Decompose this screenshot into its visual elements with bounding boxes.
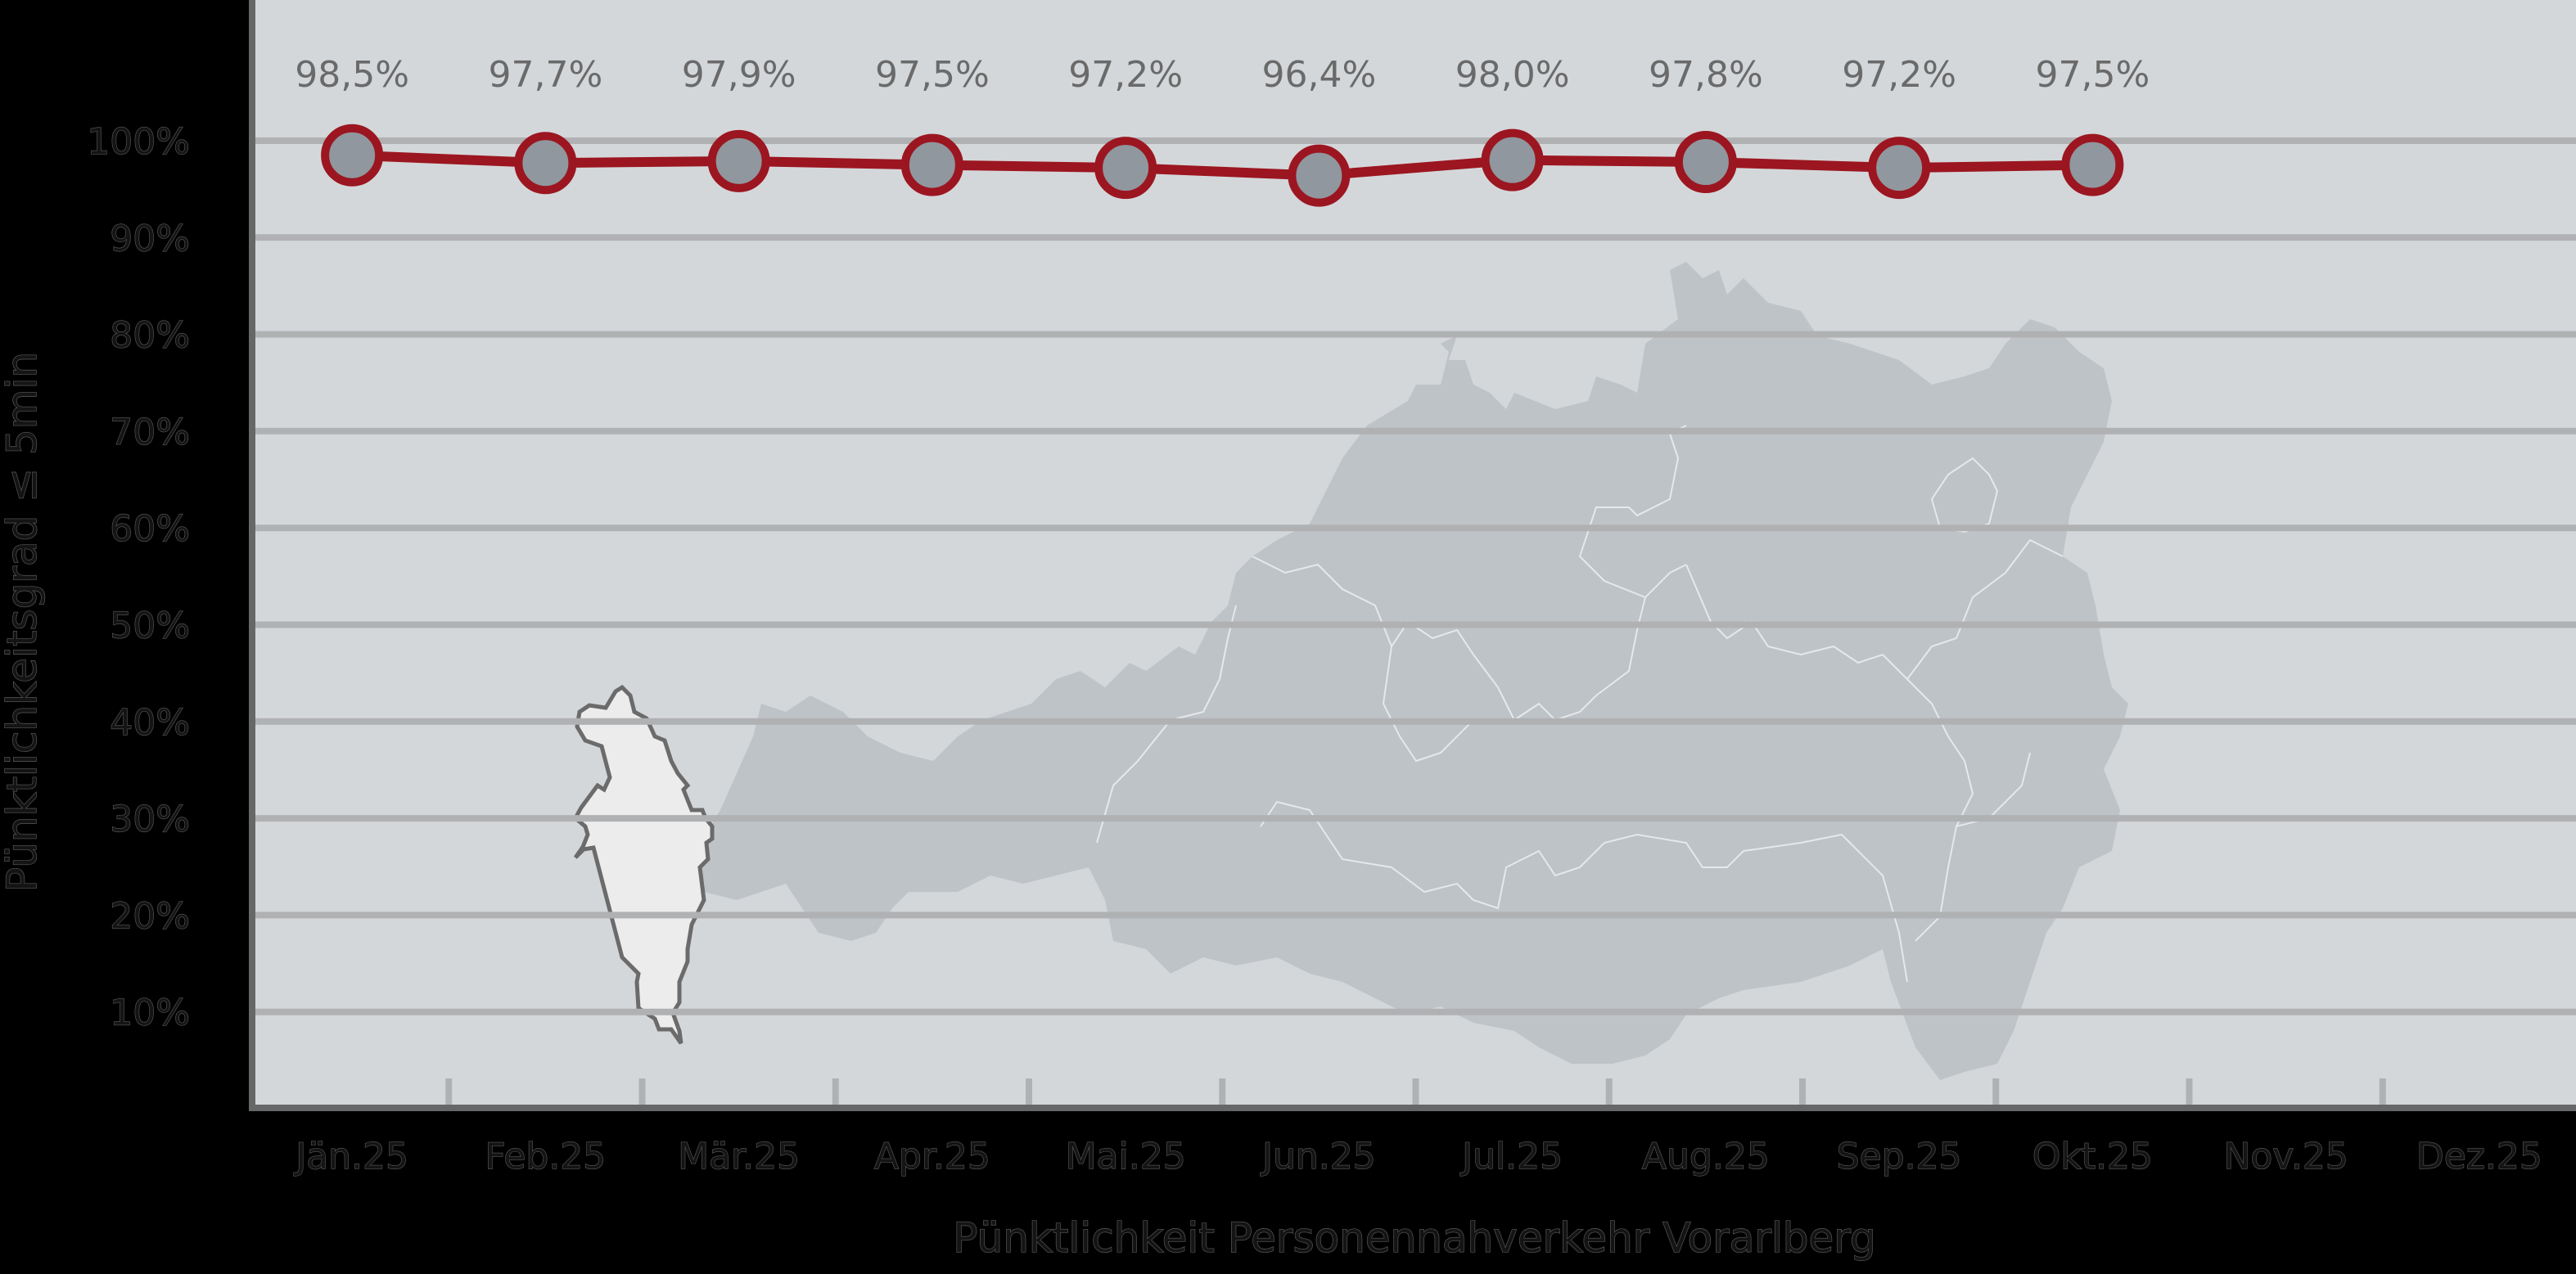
data-label: 97,7% bbox=[488, 54, 602, 96]
data-point-marker bbox=[1094, 137, 1157, 200]
x-tick-label: Dez.25 bbox=[2416, 1136, 2542, 1177]
austria-map bbox=[572, 262, 2128, 1080]
y-tick-label: 80% bbox=[110, 315, 190, 357]
data-point-marker bbox=[707, 129, 770, 192]
y-tick-label: 90% bbox=[110, 218, 190, 259]
x-tick-label: Apr.25 bbox=[874, 1136, 990, 1177]
vorarlberg-highlight bbox=[572, 684, 715, 1045]
y-tick-label: 50% bbox=[110, 605, 190, 647]
series-punctuality bbox=[321, 124, 2124, 207]
x-axis-ticks bbox=[445, 1078, 2386, 1105]
x-tick-label: Okt.25 bbox=[2032, 1136, 2153, 1177]
data-label: 97,2% bbox=[1068, 54, 1183, 96]
x-tick-label: Mai.25 bbox=[1066, 1136, 1186, 1177]
data-label: 97,5% bbox=[875, 54, 990, 96]
data-label: 97,5% bbox=[2035, 54, 2150, 96]
x-tick-label: Feb.25 bbox=[485, 1136, 606, 1177]
data-point-marker bbox=[1868, 137, 1931, 200]
data-point-marker bbox=[900, 133, 963, 196]
data-point-marker bbox=[2061, 133, 2124, 196]
x-tick-label: Jän.25 bbox=[293, 1136, 408, 1177]
state-borders bbox=[1096, 425, 2064, 983]
data-label: 98,0% bbox=[1455, 54, 1570, 96]
data-label: 96,4% bbox=[1261, 54, 1376, 96]
data-point-marker bbox=[321, 124, 384, 187]
data-label: 97,9% bbox=[682, 54, 796, 96]
x-axis-tick-labels: Jän.25 Feb.25 Mär.25 Apr.25 Mai.25 Jun.25 Jul.… bbox=[293, 1135, 2543, 1177]
y-tick-label: 70% bbox=[110, 412, 190, 453]
data-label: 98,5% bbox=[295, 54, 409, 96]
y-tick-label: 20% bbox=[110, 895, 190, 937]
data-label: 97,8% bbox=[1649, 54, 1763, 96]
x-tick-label: Jul.25 bbox=[1459, 1136, 1563, 1177]
x-tick-label: Jun.25 bbox=[1260, 1136, 1376, 1177]
y-tick-label: 60% bbox=[110, 508, 190, 550]
data-point-marker bbox=[1674, 131, 1737, 194]
austria-shape bbox=[696, 262, 2128, 1080]
x-tick-label: Mär.25 bbox=[678, 1136, 800, 1177]
series-line bbox=[351, 150, 2093, 181]
gridlines bbox=[255, 137, 2576, 1015]
x-axis-title: Pünktlichkeit Personennahverkehr Vorarlb… bbox=[953, 1214, 1875, 1262]
y-tick-label: 100% bbox=[87, 121, 190, 163]
y-tick-label: 40% bbox=[110, 702, 190, 744]
y-axis-tick-labels: 10% 20% 30% 40% 50% 60% 70% 80% 90% 100% bbox=[87, 120, 191, 1034]
data-point-marker bbox=[514, 132, 577, 195]
x-tick-label: Nov.25 bbox=[2223, 1136, 2348, 1177]
data-point-marker bbox=[1288, 144, 1351, 207]
x-axis-line bbox=[249, 1105, 2576, 1111]
y-tick-label: 30% bbox=[110, 799, 190, 840]
y-tick-label: 10% bbox=[110, 993, 190, 1034]
data-label: 97,2% bbox=[1842, 54, 1956, 96]
data-labels: 98,5% 97,7% 97,9% 97,5% 97,2% 96,4% 98,0% 97,8%… bbox=[295, 54, 2150, 96]
data-point-marker bbox=[1481, 128, 1544, 191]
y-axis-title: Pünktlichkeitsgrad ≤ 5min bbox=[0, 352, 46, 892]
x-tick-label: Sep.25 bbox=[1837, 1136, 1962, 1177]
x-tick-label: Aug.25 bbox=[1642, 1136, 1770, 1177]
y-axis-line bbox=[249, 0, 255, 1111]
